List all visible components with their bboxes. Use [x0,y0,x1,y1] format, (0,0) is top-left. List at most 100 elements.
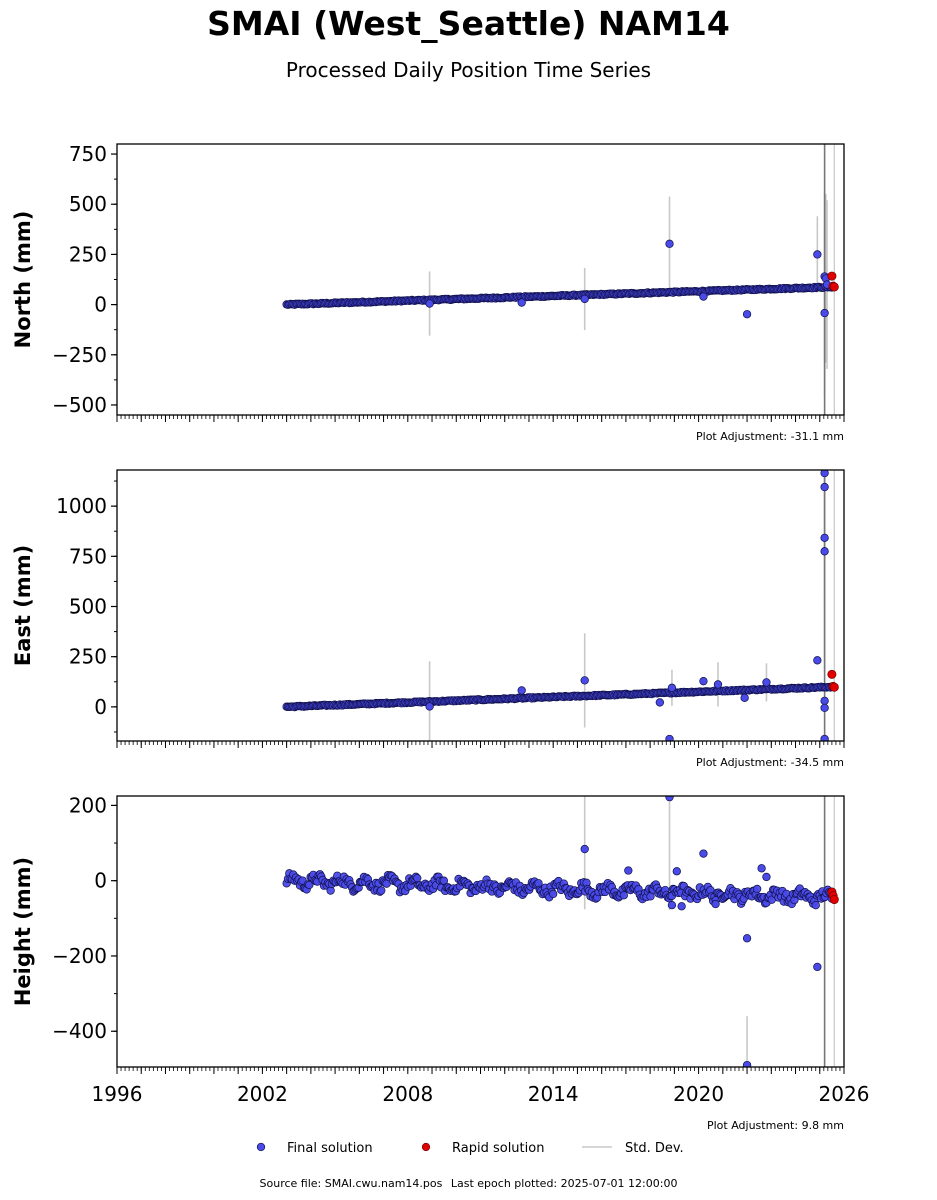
final-solution-point [517,298,526,307]
final-solution-point [811,901,820,910]
rapid-solution-point [829,682,839,692]
final-solution-point [377,886,386,895]
final-solution-point [820,703,829,713]
final-solution-point [677,902,686,911]
final-solution-point [813,656,822,665]
final-solution-point [549,889,558,899]
source-file-text: Source file: SMAI.cwu.nam14.pos [259,1177,443,1190]
final-solution-point [762,872,771,882]
final-solution-point [655,698,664,707]
final-solution-series [282,682,838,712]
x-tick-label: 2008 [382,1082,433,1106]
panel-east: 1000 750 500 250 0 East (mm) Plot Adjustment: … [11,469,845,769]
final-solution-point [619,891,628,900]
y-tick-label: −250 [52,343,107,367]
y-tick-label: 250 [69,242,107,266]
legend-rapid-label: Rapid solution [452,1141,544,1156]
final-solution-point [813,250,822,259]
y-tick-label: −200 [52,944,107,968]
final-solution-point [534,879,543,888]
legend: Final solution Rapid solution Std. Dev. [256,1141,684,1156]
x-tick-label: 2014 [528,1082,579,1106]
final-solution-point [305,880,314,890]
final-solution-point [425,702,434,711]
final-solution-point [624,866,633,875]
final-solution-point [740,693,749,702]
final-solution-point [665,796,674,802]
final-solution-point [665,734,674,741]
y-tick-label: 250 [69,645,107,669]
source-footer: Source file: SMAI.cwu.nam14.pos Last epo… [0,1177,937,1190]
chart-subtitle: Processed Daily Position Time Series [285,58,652,82]
y-axis-label: East (mm) [11,545,35,666]
plot-area-height [282,796,839,1067]
final-solution-point [667,683,677,692]
last-epoch-text: Last epoch plotted: 2025-07-01 12:00:00 [450,1177,678,1190]
final-solution-point [820,470,829,478]
final-solution-series [282,282,838,309]
final-solution-point [699,292,708,301]
y-axis-label: Height (mm) [11,857,35,1006]
axes-frame-height [116,795,845,1068]
final-solution-series [282,869,838,910]
final-solution-point [820,734,829,741]
final-solution-point [699,849,708,858]
y-tick-label: 750 [69,142,107,166]
y-tick-label: 750 [69,544,107,568]
chart-title: SMAI (West_Seattle) NAM14 [207,4,730,43]
x-tick-label: 1996 [92,1082,143,1106]
rapid-solution-point [829,895,839,905]
final-solution-point [699,677,708,686]
final-solution-point [742,934,752,943]
final-solution-point [580,676,589,685]
rapid-solution-point [829,282,839,292]
final-solution-point [713,680,723,689]
final-solution-point [413,874,422,883]
y-tick-label: 200 [69,793,107,817]
y-tick-label: 0 [94,695,107,719]
legend-final-label: Final solution [287,1141,373,1156]
plot-area-east [282,470,839,741]
x-tick-label: 2026 [819,1082,870,1106]
plot-adjustment-note: Plot Adjustment: 9.8 mm [707,1119,844,1132]
x-tick-label: 2002 [237,1082,288,1106]
y-tick-label: 500 [69,192,107,216]
final-solution-point [820,482,829,492]
final-solution-point [580,294,589,304]
final-solution-point [820,308,829,318]
plot-area-north [282,144,839,415]
y-tick-label: −500 [52,393,107,417]
y-tick-label: 1000 [56,494,107,518]
final-solution-point [813,962,822,972]
final-solution-point [667,901,677,910]
final-solution-point [820,533,829,543]
panel-height: 200 0 −200 −400 1996 2002 2008 2014 2020 2026 Heig… [11,793,870,1132]
y-tick-label: −400 [52,1019,107,1043]
plot-adjustment-note: Plot Adjustment: -34.5 mm [696,756,844,769]
y-tick-label: 0 [94,869,107,893]
legend-std-label: Std. Dev. [625,1141,684,1156]
panel-north: 750 500 250 0 −250 −500 North (mm) Plot Adjustm… [11,142,845,443]
y-tick-label: 500 [69,595,107,619]
y-axis-label: North (mm) [11,211,35,349]
final-solution-point [672,867,681,876]
rapid-solution-point [827,271,837,281]
final-solution-point [742,310,752,319]
final-solution-point [665,239,674,248]
final-solution-point [757,864,766,873]
legend-rapid-marker [421,1142,431,1152]
final-solution-point [820,696,829,706]
final-solution-point [742,1060,752,1067]
final-solution-point [752,884,762,894]
final-solution-point [425,299,434,308]
legend-final-marker [256,1142,266,1152]
final-solution-point [820,547,829,556]
final-solution-point [326,886,335,895]
final-solution-point [517,686,526,695]
final-solution-point [711,899,720,909]
final-solution-point [762,678,771,687]
plot-adjustment-note: Plot Adjustment: -31.1 mm [696,430,844,443]
final-solution-point [580,844,589,854]
y-tick-label: 0 [94,293,107,317]
